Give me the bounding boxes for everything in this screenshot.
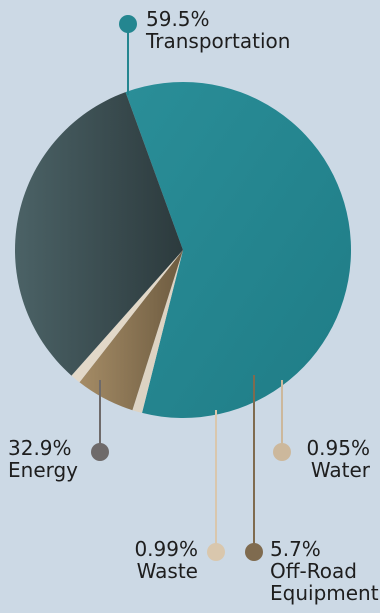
- category-label-water: Water: [311, 458, 371, 482]
- pie-slice-off-road-equipment: [79, 250, 183, 411]
- marker-dot-off-road-equipment: [245, 543, 263, 561]
- category-label-off-road-equipment-2: Equipment: [270, 581, 379, 605]
- value-label-transportation: 59.5%: [146, 7, 210, 31]
- pie-slice-water: [132, 250, 183, 413]
- value-label-off-road-equipment: 5.7%: [270, 537, 321, 561]
- value-label-waste: 0.99%: [134, 537, 198, 561]
- pie-slice-transportation: [125, 82, 351, 419]
- category-label-waste: Waste: [137, 559, 198, 583]
- value-label-energy: 32.9%: [8, 436, 72, 460]
- marker-dot-water: [273, 443, 291, 461]
- pie-slice-waste: [71, 250, 183, 383]
- value-label-water: 0.95%: [306, 436, 370, 460]
- category-label-off-road-equipment-1: Off-Road: [270, 559, 357, 583]
- category-label-energy: Energy: [8, 458, 78, 482]
- marker-dot-energy: [91, 443, 109, 461]
- category-label-transportation: Transportation: [145, 29, 290, 53]
- marker-dot-transportation: [119, 15, 137, 33]
- pie-slice-energy: [14, 92, 184, 376]
- marker-dot-waste: [207, 543, 225, 561]
